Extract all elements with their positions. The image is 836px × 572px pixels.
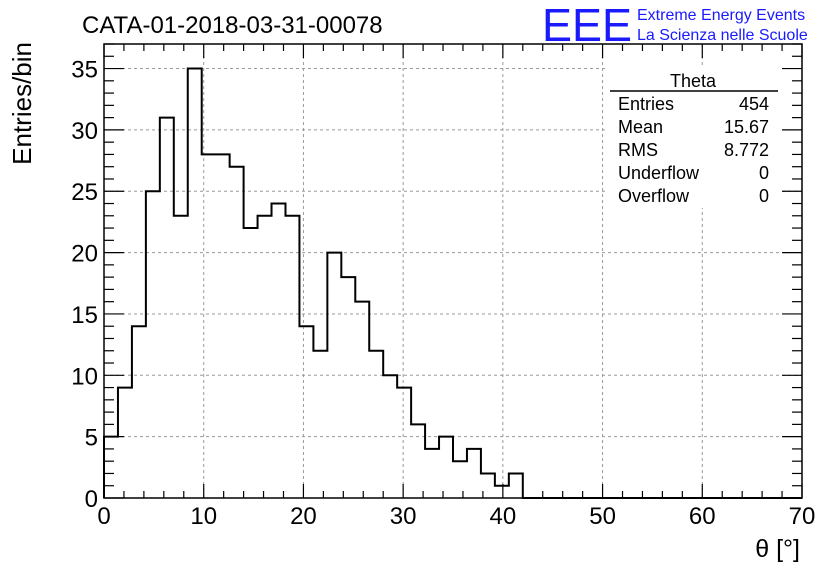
stats-row-value: 8.772: [724, 140, 769, 160]
y-axis-title: Entries/bin: [7, 42, 37, 165]
logo-line-1: Extreme Energy Events: [637, 7, 805, 24]
x-axis-ticks: [103, 44, 803, 498]
stats-row-value: 454: [739, 94, 769, 114]
stats-row-label: Overflow: [618, 186, 690, 206]
logo-line-2: La Scienza nelle Scuole: [637, 27, 808, 44]
y-tick-label: 0: [85, 486, 98, 513]
y-axis-ticks: [104, 43, 802, 499]
x-axis-tick-labels: 0 10 20 30 40 50 60 70: [97, 503, 815, 530]
x-tick-label: 60: [689, 503, 716, 530]
plot-frame: [103, 43, 803, 499]
y-tick-label: 25: [71, 179, 98, 206]
y-tick-label: 15: [71, 302, 98, 329]
stats-row-label: Mean: [618, 117, 663, 137]
x-axis-title: θ [°]: [755, 535, 800, 563]
x-tick-label: 40: [490, 503, 517, 530]
y-tick-label: 20: [71, 241, 98, 268]
y-tick-label: 10: [71, 363, 98, 390]
y-tick-label: 5: [85, 425, 98, 452]
stats-row-label: Underflow: [618, 163, 700, 183]
x-tick-label: 30: [390, 503, 417, 530]
y-tick-label: 35: [71, 57, 98, 84]
stats-title: Theta: [670, 71, 717, 91]
canvas-title: CATA-01-2018-03-31-00078: [82, 12, 383, 39]
y-axis-tick-labels: 0 5 10 15 20 25 30 35: [71, 57, 98, 513]
stats-row-value: 15.67: [724, 117, 769, 137]
stats-row-label: RMS: [618, 140, 658, 160]
x-tick-label: 50: [589, 503, 616, 530]
y-tick-label: 30: [71, 118, 98, 145]
x-tick-label: 0: [97, 503, 110, 530]
stats-box: Theta Entries 454 Mean 15.67 RMS 8.772 Underfl…: [606, 68, 782, 208]
grid-lines: [104, 44, 802, 498]
stats-row-label: Entries: [618, 94, 674, 114]
stats-rows: Entries 454 Mean 15.67 RMS 8.772 Underflow 0 Ove…: [618, 94, 769, 206]
x-tick-label: 70: [789, 503, 816, 530]
eee-logo-icon: EEE: [542, 0, 632, 51]
stats-row-value: 0: [759, 186, 769, 206]
x-tick-label: 10: [190, 503, 217, 530]
x-tick-label: 20: [290, 503, 317, 530]
stats-row-value: 0: [759, 163, 769, 183]
